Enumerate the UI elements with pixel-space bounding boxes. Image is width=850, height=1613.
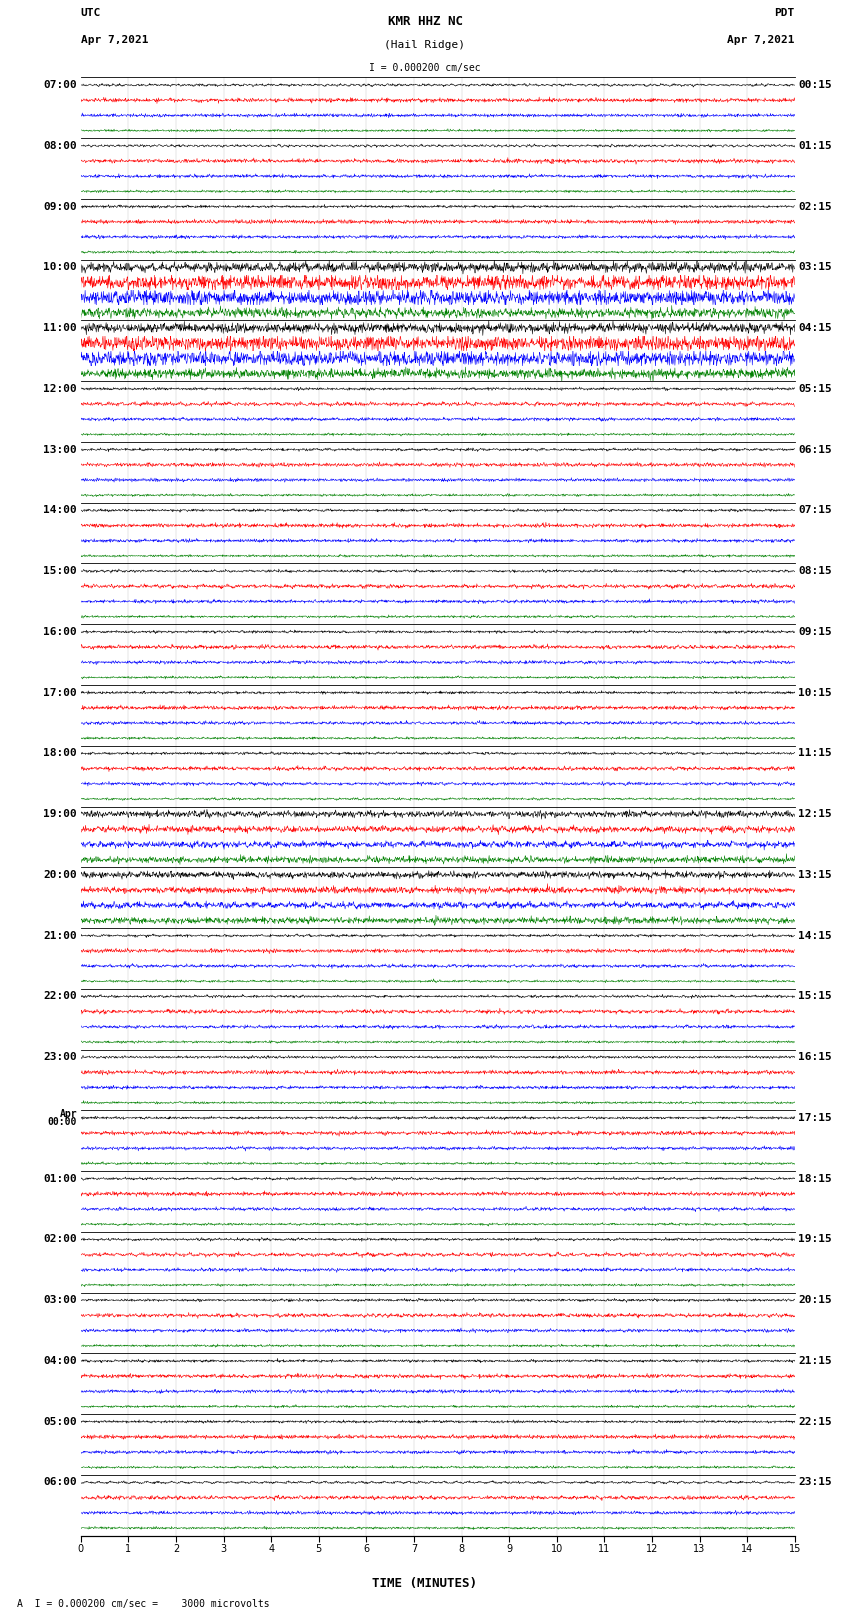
Text: (Hail Ridge): (Hail Ridge) xyxy=(384,40,466,50)
Text: 06:00: 06:00 xyxy=(43,1478,77,1487)
Text: 16:00: 16:00 xyxy=(43,627,77,637)
Text: 11:15: 11:15 xyxy=(798,748,832,758)
Text: 06:15: 06:15 xyxy=(798,445,832,455)
Text: 13:15: 13:15 xyxy=(798,869,832,879)
Text: I = 0.000200 cm/sec: I = 0.000200 cm/sec xyxy=(369,63,481,74)
Text: 09:15: 09:15 xyxy=(798,627,832,637)
Text: 16:15: 16:15 xyxy=(798,1052,832,1061)
Text: 08:15: 08:15 xyxy=(798,566,832,576)
Text: 23:15: 23:15 xyxy=(798,1478,832,1487)
Text: 05:15: 05:15 xyxy=(798,384,832,394)
Text: 04:00: 04:00 xyxy=(43,1357,77,1366)
Text: 13:00: 13:00 xyxy=(43,445,77,455)
Text: 08:00: 08:00 xyxy=(43,140,77,150)
Text: 12:00: 12:00 xyxy=(43,384,77,394)
Text: 07:00: 07:00 xyxy=(43,81,77,90)
Text: 09:00: 09:00 xyxy=(43,202,77,211)
Text: 00:15: 00:15 xyxy=(798,81,832,90)
Text: 03:15: 03:15 xyxy=(798,263,832,273)
Text: 20:00: 20:00 xyxy=(43,869,77,879)
Text: 10:00: 10:00 xyxy=(43,263,77,273)
Text: 22:00: 22:00 xyxy=(43,992,77,1002)
Text: 21:00: 21:00 xyxy=(43,931,77,940)
Text: 02:00: 02:00 xyxy=(43,1234,77,1244)
Text: Apr 7,2021: Apr 7,2021 xyxy=(81,35,148,45)
Text: 17:15: 17:15 xyxy=(798,1113,832,1123)
Text: 15:00: 15:00 xyxy=(43,566,77,576)
Text: KMR HHZ NC: KMR HHZ NC xyxy=(388,16,462,29)
Text: 01:00: 01:00 xyxy=(43,1174,77,1184)
Text: 07:15: 07:15 xyxy=(798,505,832,515)
Text: TIME (MINUTES): TIME (MINUTES) xyxy=(372,1578,478,1590)
Text: 11:00: 11:00 xyxy=(43,323,77,332)
Text: 04:15: 04:15 xyxy=(798,323,832,332)
Text: 21:15: 21:15 xyxy=(798,1357,832,1366)
Text: Apr 7,2021: Apr 7,2021 xyxy=(728,35,795,45)
Text: 01:15: 01:15 xyxy=(798,140,832,150)
Text: 10:15: 10:15 xyxy=(798,687,832,697)
Text: 18:15: 18:15 xyxy=(798,1174,832,1184)
Text: 19:15: 19:15 xyxy=(798,1234,832,1244)
Text: Apr: Apr xyxy=(60,1110,77,1119)
Text: 19:00: 19:00 xyxy=(43,810,77,819)
Text: 18:00: 18:00 xyxy=(43,748,77,758)
Text: UTC: UTC xyxy=(81,8,101,18)
Text: 14:00: 14:00 xyxy=(43,505,77,515)
Text: 02:15: 02:15 xyxy=(798,202,832,211)
Text: PDT: PDT xyxy=(774,8,795,18)
Text: 23:00: 23:00 xyxy=(43,1052,77,1061)
Text: 20:15: 20:15 xyxy=(798,1295,832,1305)
Text: 15:15: 15:15 xyxy=(798,992,832,1002)
Text: 05:00: 05:00 xyxy=(43,1416,77,1426)
Text: A  I = 0.000200 cm/sec =    3000 microvolts: A I = 0.000200 cm/sec = 3000 microvolts xyxy=(17,1598,269,1608)
Text: 03:00: 03:00 xyxy=(43,1295,77,1305)
Text: 00:00: 00:00 xyxy=(48,1116,77,1126)
Text: 12:15: 12:15 xyxy=(798,810,832,819)
Text: 17:00: 17:00 xyxy=(43,687,77,697)
Text: 22:15: 22:15 xyxy=(798,1416,832,1426)
Text: 14:15: 14:15 xyxy=(798,931,832,940)
